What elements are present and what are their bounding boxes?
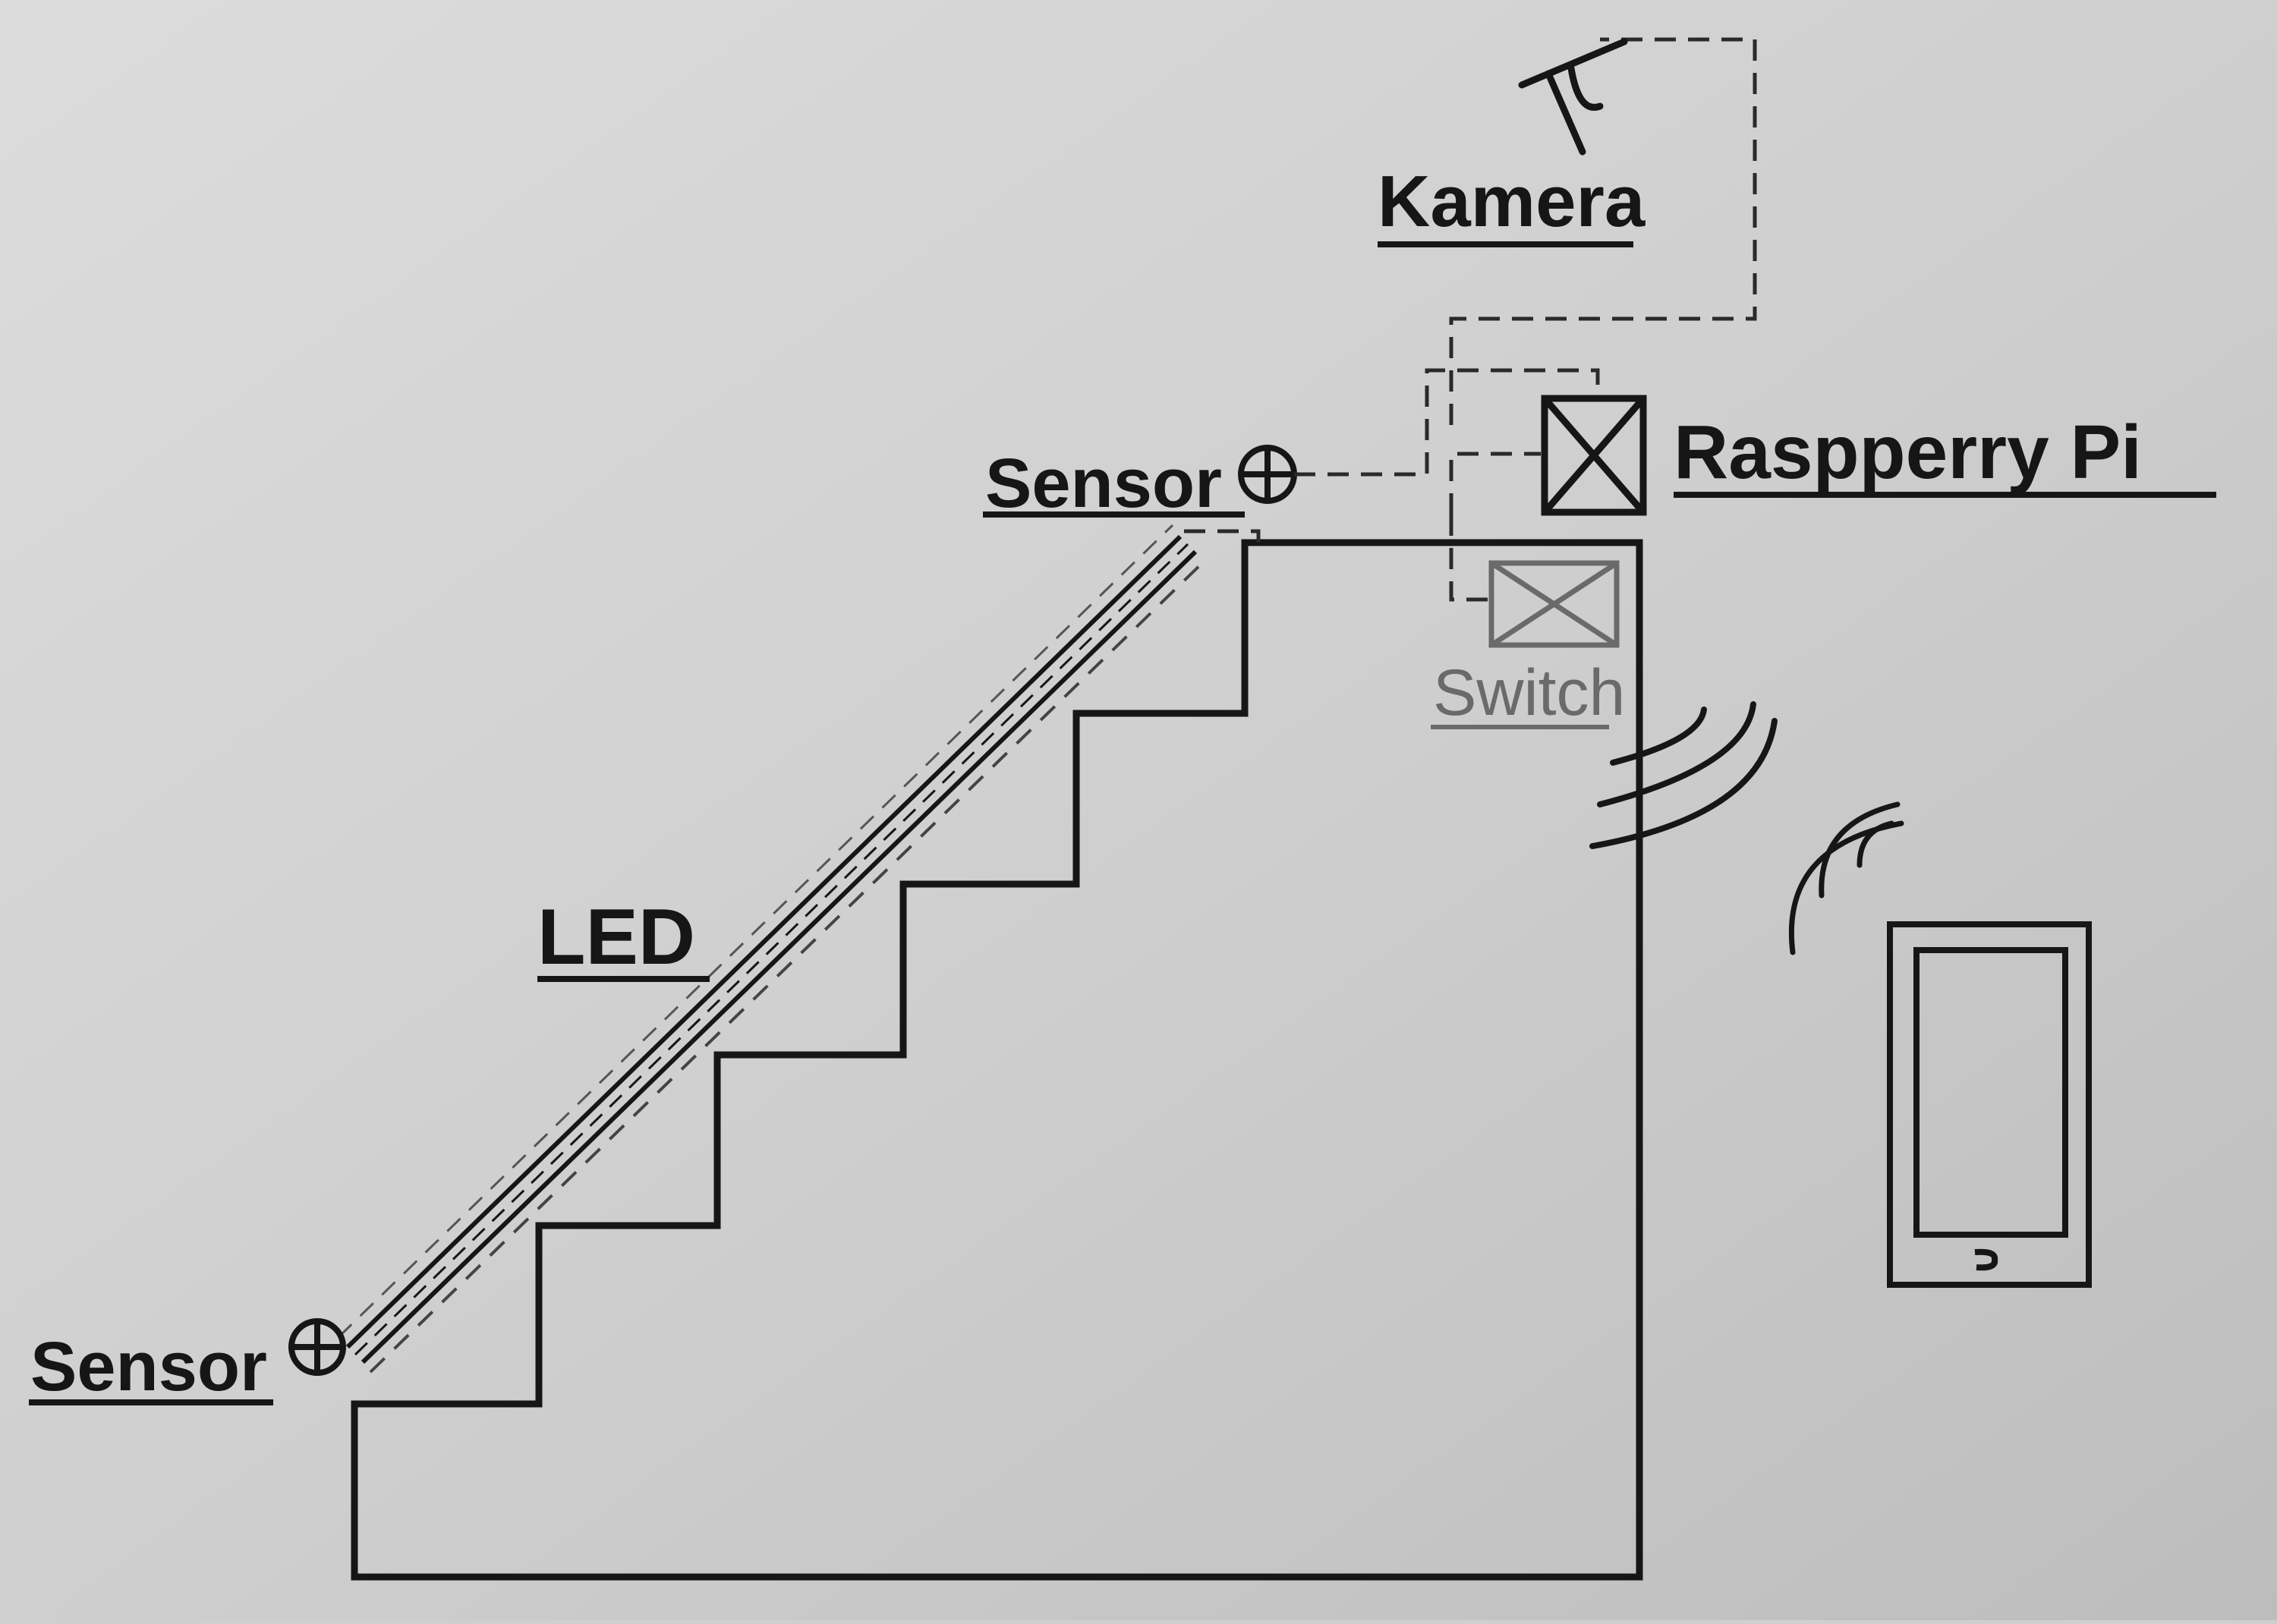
raspberry-pi: Raspperry Pi [1541, 395, 2216, 516]
camera: Kamera [1378, 38, 1646, 247]
switch-label: Switch [1433, 656, 1625, 729]
smartphone-icon [1887, 921, 2092, 1288]
sensor-bottom: Sensor [29, 1318, 346, 1405]
camera-icon [1518, 38, 1628, 156]
staircase-outline [351, 539, 1643, 1581]
circle-plus-icon [1238, 445, 1297, 504]
wiring [1184, 37, 1757, 602]
switch: Switch [1431, 560, 1625, 729]
camera-label: Kamera [1378, 161, 1646, 242]
crossed-box-icon [1488, 560, 1620, 648]
wireless-waves-icon [1788, 801, 1904, 955]
crossed-box-icon [1541, 395, 1647, 516]
led-label-group: LED [537, 893, 710, 982]
sensor-bottom-label: Sensor [30, 1328, 267, 1405]
led-label: LED [537, 893, 695, 981]
sensor-top-label: Sensor [985, 445, 1222, 522]
raspberry-pi-label: Raspperry Pi [1674, 410, 2142, 495]
led-strip [337, 524, 1207, 1374]
wireless-waves-icon [1589, 701, 1778, 849]
sensor-top: Sensor [983, 445, 1297, 522]
circle-plus-icon [288, 1318, 346, 1376]
